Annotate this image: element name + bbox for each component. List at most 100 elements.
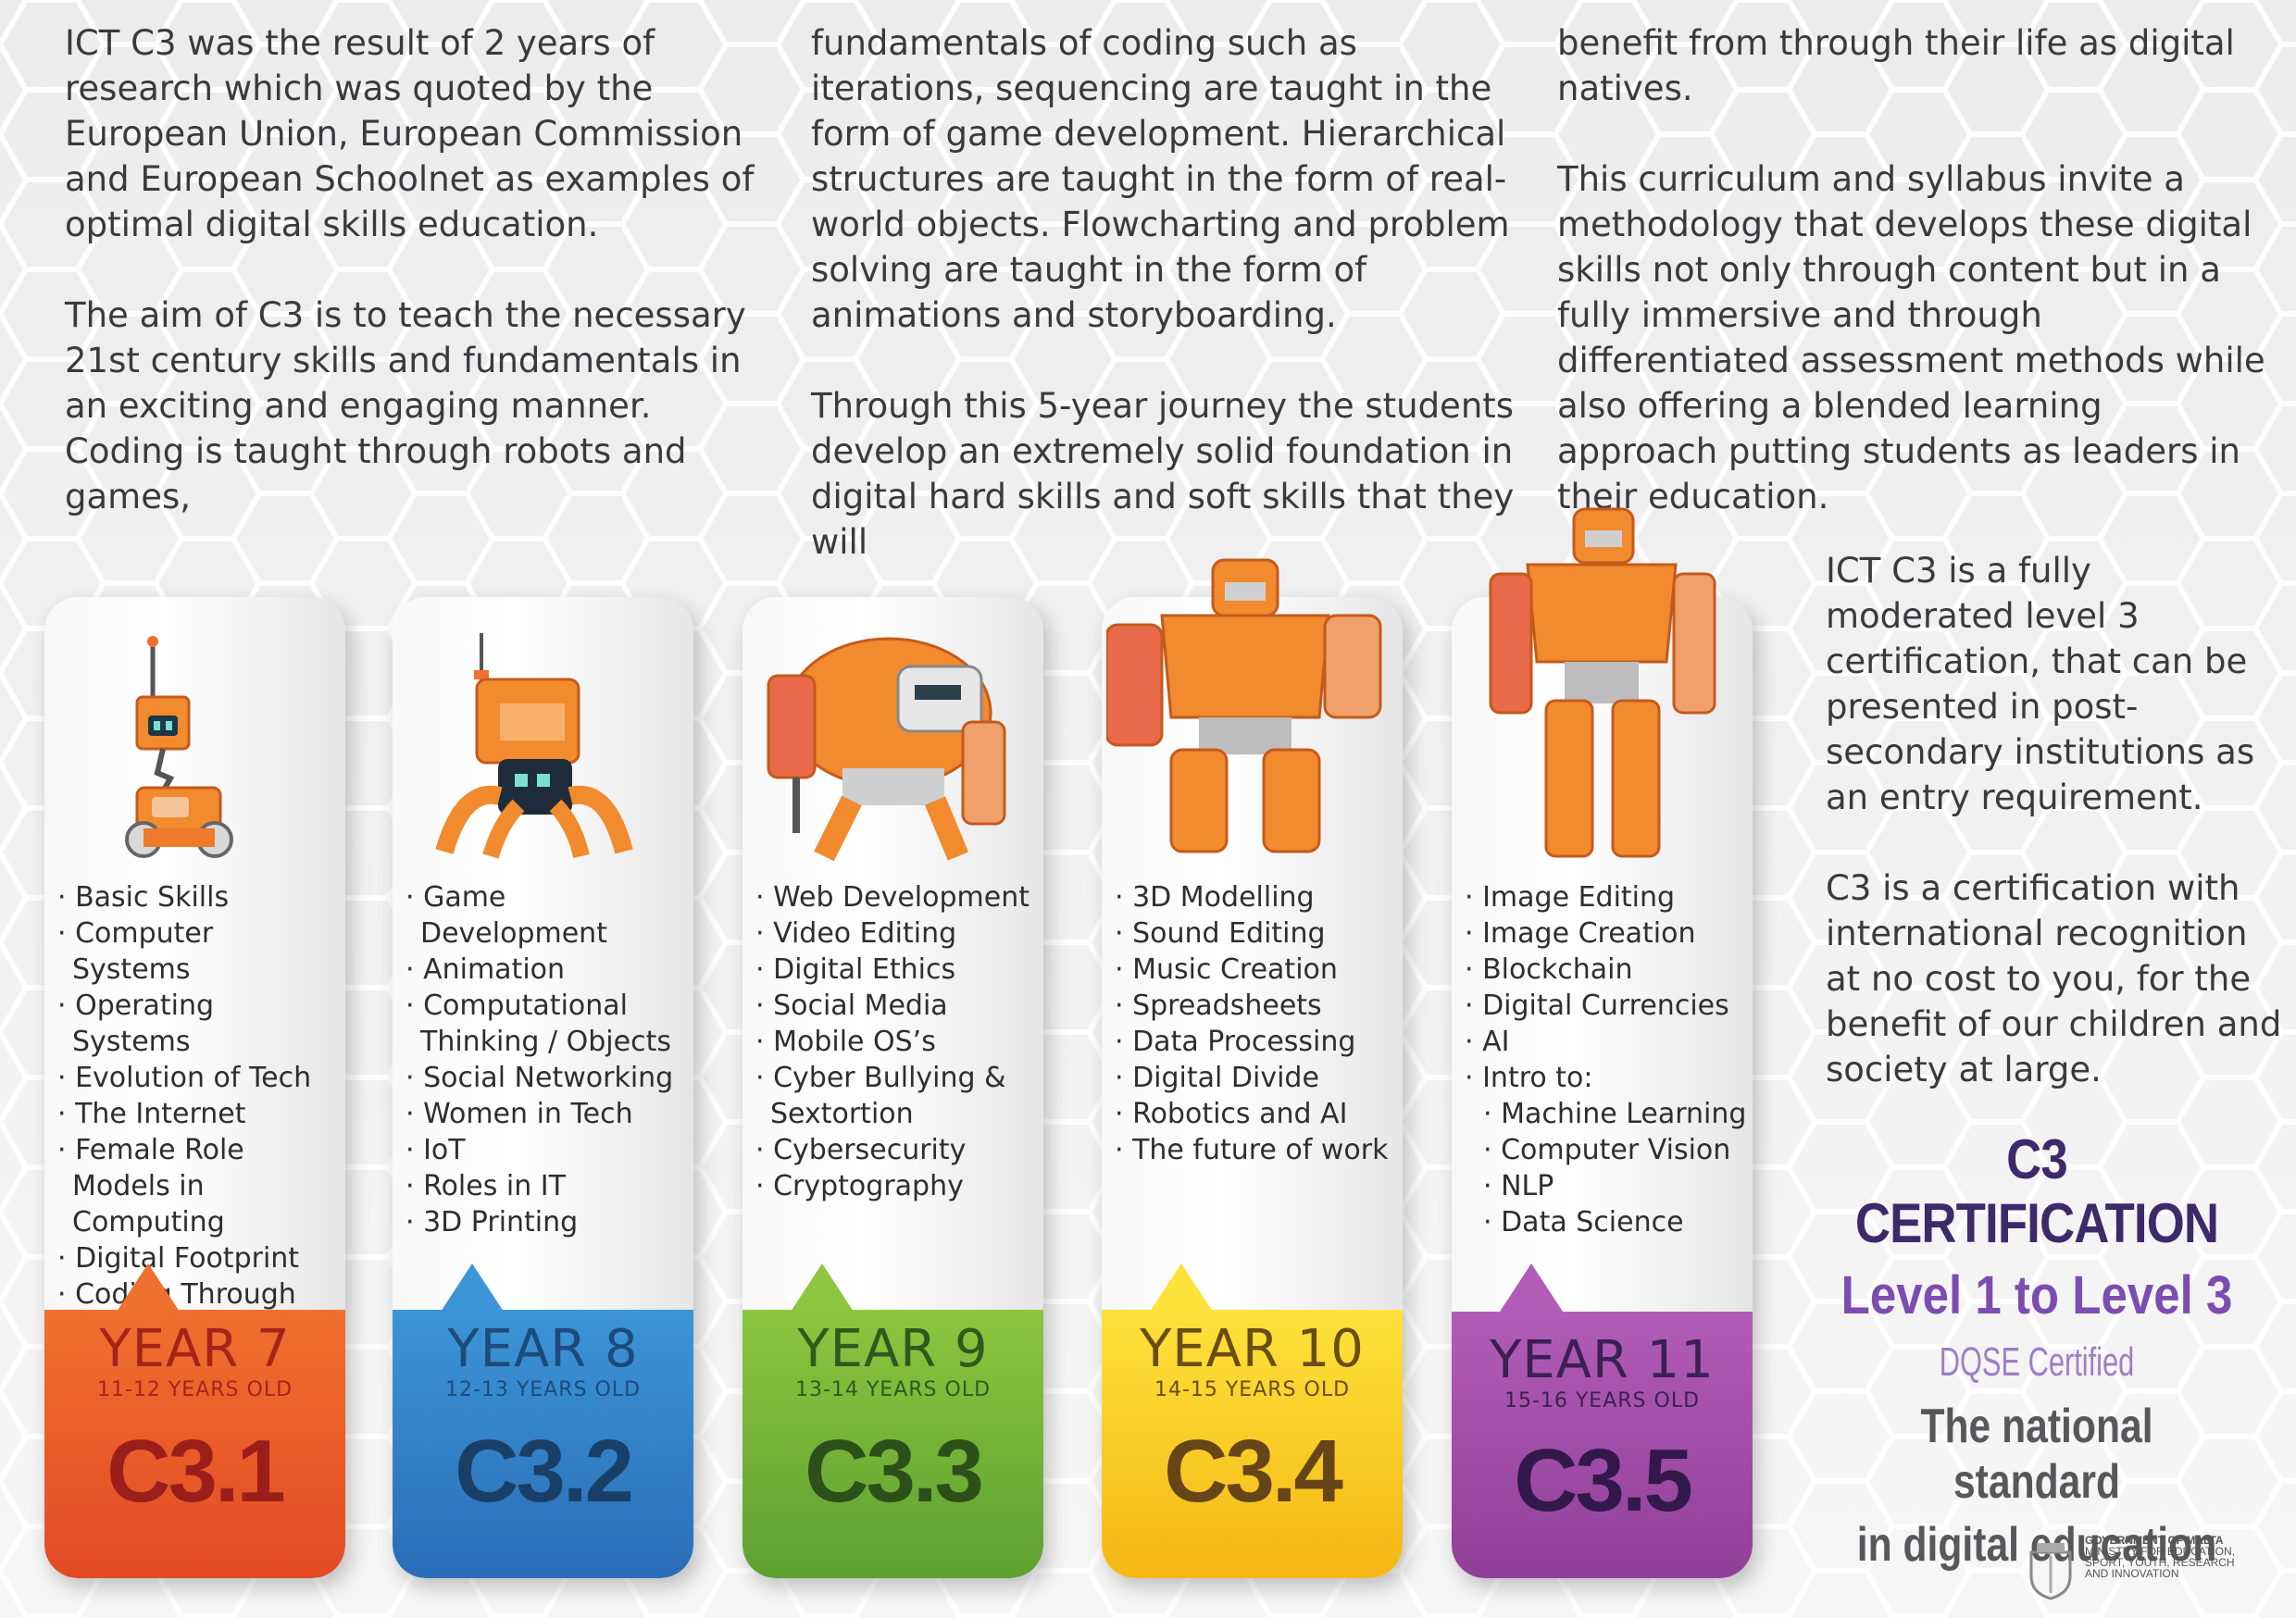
topic-list: Basic Skills Computer Systems Operating … — [57, 879, 340, 1349]
topic-item: Blockchain — [1465, 952, 1747, 988]
robot-icon — [125, 636, 233, 858]
subtopic-item: NLP — [1465, 1168, 1747, 1204]
topic-item: Mobile OS’s — [755, 1024, 1038, 1060]
topic-list: Image Editing Image Creation Blockchain … — [1465, 879, 1747, 1240]
notch-arrow — [441, 1263, 504, 1312]
subtopic-item: Machine Learning — [1465, 1096, 1747, 1132]
intro-paragraph: Through this 5-year journey the students… — [811, 386, 1515, 562]
course-code: C3.4 — [1164, 1422, 1343, 1521]
notch-arrow — [1500, 1263, 1563, 1312]
topic-item: Cryptography — [755, 1168, 1038, 1204]
topic-item: Digital Currencies — [1465, 988, 1747, 1024]
topic-list: Web Development Video Editing Digital Et… — [755, 879, 1038, 1204]
topic-item: AI — [1465, 1024, 1747, 1060]
ministry-line: MINISTRY FOR EDUCATION, — [2085, 1545, 2236, 1558]
year-card-7: Basic Skills Computer Systems Operating … — [44, 597, 345, 1578]
topic-item: Intro to: — [1465, 1060, 1747, 1096]
course-code: C3.3 — [805, 1422, 984, 1521]
notch-arrow — [1150, 1263, 1213, 1312]
topic-list: Game Development Animation Computational… — [406, 879, 688, 1240]
intro-column-1: ICT C3 was the result of 2 years of rese… — [65, 20, 759, 565]
ministry-line: AND INNOVATION — [2085, 1567, 2179, 1580]
certification-dqse: DQSE Certified — [1939, 1339, 2135, 1385]
topic-item: Image Creation — [1465, 915, 1747, 952]
side-paragraph: C3 is a certification with international… — [1826, 868, 2282, 1089]
robot-icon — [435, 633, 633, 859]
intro-paragraph: fundamentals of coding such as iteration… — [811, 23, 1510, 335]
topic-item: Digital Divide — [1115, 1060, 1397, 1096]
subtopic-item: Computer Vision — [1465, 1132, 1747, 1168]
topic-item: Basic Skills — [57, 879, 340, 915]
topic-item: Digital Ethics — [755, 952, 1038, 988]
age-range: 15-16 YEARS OLD — [1504, 1389, 1701, 1413]
ministry-line: GOVERNMENT OF MALTA — [2085, 1534, 2224, 1547]
topic-item: Sound Editing — [1115, 915, 1397, 952]
age-range: 11-12 YEARS OLD — [96, 1378, 293, 1401]
robot-icon — [1106, 558, 1382, 853]
year-label: YEAR 10 — [1140, 1319, 1365, 1379]
certification-standard: in digital education — [1856, 1518, 2217, 1572]
topic-item: Female Role Models in Computing — [57, 1132, 340, 1240]
topic-item: Social Networking — [406, 1060, 688, 1096]
topic-item: Music Creation — [1115, 952, 1397, 988]
intro-column-2: fundamentals of coding such as iteration… — [811, 20, 1533, 610]
subtopic-item: Data Science — [1465, 1204, 1747, 1240]
topic-item: Women in Tech — [406, 1096, 688, 1132]
certification-title: C3 CERTIFICATION — [1854, 1128, 2219, 1254]
topic-item: IoT — [406, 1132, 688, 1168]
topic-item: Cybersecurity — [755, 1132, 1038, 1168]
topic-item: 3D Printing — [406, 1204, 688, 1240]
ministry-label: GOVERNMENT OF MALTA MINISTRY FOR EDUCATI… — [2085, 1535, 2235, 1579]
topic-item: Data Processing — [1115, 1024, 1397, 1060]
topic-item: Animation — [406, 952, 688, 988]
card-body: Basic Skills Computer Systems Operating … — [44, 597, 345, 1578]
card-body: 3D Modelling Sound Editing Music Creatio… — [1102, 597, 1403, 1578]
topic-item: Game Development — [406, 879, 688, 952]
topic-item: Operating Systems — [57, 988, 340, 1060]
robot-icon — [1489, 507, 1716, 858]
certification-block: C3 CERTIFICATION Level 1 to Level 3 DQSE… — [1796, 1127, 2277, 1573]
topic-list: 3D Modelling Sound Editing Music Creatio… — [1115, 879, 1397, 1168]
topic-item: Digital Footprint — [57, 1240, 340, 1276]
year-band: YEAR 8 12-13 YEARS OLD C3.2 — [393, 1310, 693, 1578]
topic-item: Cyber Bullying & Sextortion — [755, 1060, 1038, 1132]
intro-column-3: benefit from through their life as digit… — [1557, 20, 2270, 565]
course-code: C3.1 — [106, 1422, 286, 1521]
topic-item: Spreadsheets — [1115, 988, 1397, 1024]
course-code: C3.5 — [1514, 1431, 1693, 1530]
year-band: YEAR 9 13-14 YEARS OLD C3.3 — [742, 1310, 1043, 1578]
year-band: YEAR 7 11-12 YEARS OLD C3.1 — [44, 1310, 345, 1578]
card-body: Image Editing Image Creation Blockchain … — [1452, 597, 1753, 1578]
age-range: 12-13 YEARS OLD — [444, 1378, 642, 1401]
certification-standard: The national standard — [1920, 1400, 2153, 1509]
year-card-10: 3D Modelling Sound Editing Music Creatio… — [1102, 597, 1403, 1578]
year-band: YEAR 10 14-15 YEARS OLD C3.4 — [1102, 1310, 1403, 1578]
notch-arrow — [117, 1263, 180, 1312]
intro-paragraph: ICT C3 was the result of 2 years of rese… — [65, 23, 755, 244]
topic-item: Computer Systems — [57, 915, 340, 988]
course-code: C3.2 — [455, 1422, 634, 1521]
government-emblem-icon — [2029, 1543, 2072, 1600]
topic-item: Web Development — [755, 879, 1038, 915]
topic-item: Social Media — [755, 988, 1038, 1024]
topic-item: Video Editing — [755, 915, 1038, 952]
age-range: 14-15 YEARS OLD — [1154, 1378, 1351, 1401]
intro-paragraph: benefit from through their life as digit… — [1557, 23, 2235, 108]
intro-paragraph: The aim of C3 is to teach the necessary … — [65, 295, 746, 517]
robot-icon — [767, 637, 1006, 862]
year-card-11: Image Editing Image Creation Blockchain … — [1452, 597, 1753, 1578]
certification-levels: Level 1 to Level 3 — [1841, 1265, 2233, 1326]
topic-item: Computational Thinking / Objects — [406, 988, 688, 1060]
intro-paragraph: This curriculum and syllabus invite a me… — [1557, 159, 2265, 517]
topic-item: Robotics and AI — [1115, 1096, 1397, 1132]
side-description: ICT C3 is a fully moderated level 3 cert… — [1826, 548, 2289, 1138]
topic-item: Roles in IT — [406, 1168, 688, 1204]
topic-item: The Internet — [57, 1096, 340, 1132]
topic-item: 3D Modelling — [1115, 879, 1397, 915]
year-label: YEAR 8 — [447, 1319, 639, 1379]
year-label: YEAR 11 — [1490, 1330, 1715, 1390]
topic-item: Image Editing — [1465, 879, 1747, 915]
topic-item: Evolution of Tech — [57, 1060, 340, 1096]
topic-item: The future of work — [1115, 1132, 1397, 1168]
year-label: YEAR 7 — [99, 1319, 291, 1379]
